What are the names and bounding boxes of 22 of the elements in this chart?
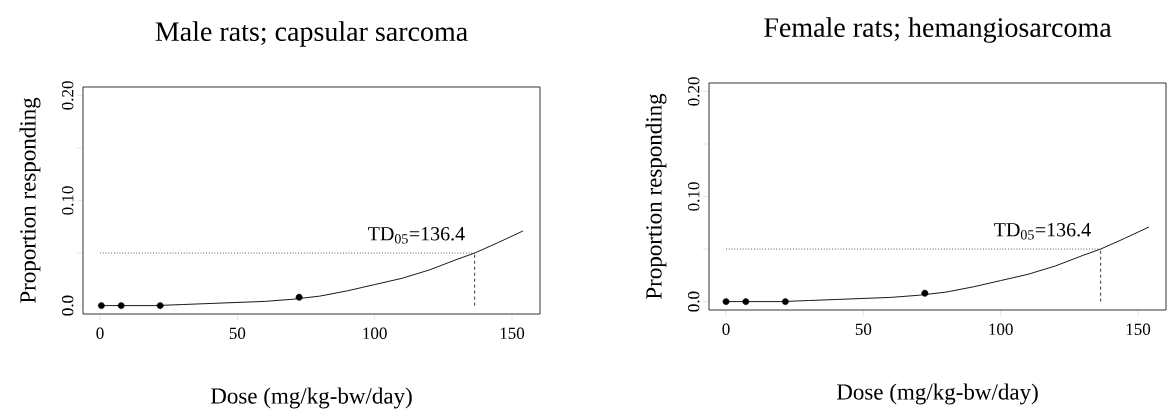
x-tick-label: 0: [96, 327, 104, 339]
x-tick-label: 0: [722, 323, 730, 335]
x-axis-title: Dose (mg/kg-bw/day): [836, 383, 1038, 405]
y-tick-label: 0.10: [687, 182, 700, 211]
x-axis-title: Dose (mg/kg-bw/day): [210, 387, 412, 409]
annotation: TD$_{05}$=136.4: [994, 223, 1091, 240]
annotation: TD$_{05}$=136.4: [368, 227, 465, 244]
y-tick-label: 0.0: [687, 291, 700, 312]
x-tick-label: 100: [363, 327, 387, 339]
y-tick-label: 0.10: [61, 186, 74, 215]
x-tick-label: 50: [855, 323, 872, 335]
y-tick-label: 0.20: [61, 81, 74, 110]
y-tick-label: 0.0: [61, 295, 74, 316]
y-axis-title: Proportion responding: [19, 97, 41, 304]
x-tick-label: 50: [229, 327, 246, 339]
x-tick-label: 150: [500, 327, 525, 339]
x-tick-label: 100: [989, 323, 1013, 335]
chart-title: Female rats; hemangiosarcoma: [764, 17, 1112, 43]
y-tick-label: 0.20: [687, 77, 700, 106]
y-axis-title: Proportion responding: [645, 93, 667, 300]
chart-title: Male rats; capsular sarcoma: [155, 21, 468, 47]
x-tick-label: 150: [1126, 323, 1151, 335]
